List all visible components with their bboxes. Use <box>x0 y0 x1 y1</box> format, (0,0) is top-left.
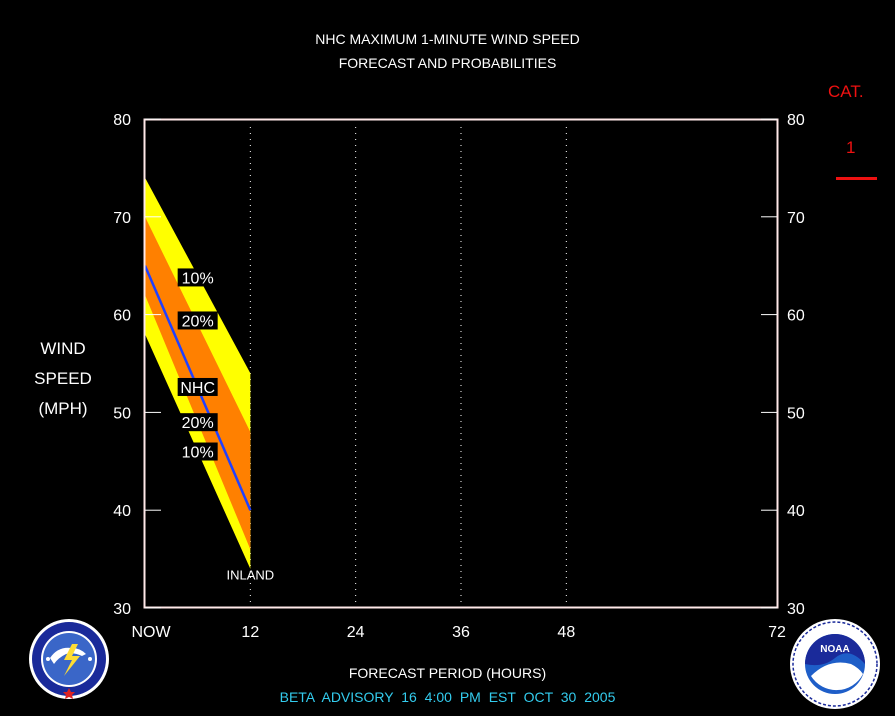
noaa-logo-text: NOAA <box>820 644 849 655</box>
y-tick-label-left-30: 30 <box>113 601 131 618</box>
x-tick-label-12: 12 <box>241 624 259 641</box>
band-label-2: NHC <box>180 380 215 397</box>
gridlines-group <box>249 127 567 608</box>
x-tick-label-48: 48 <box>557 624 575 641</box>
chart-title-line2: FORECAST AND PROBABILITIES <box>338 55 557 71</box>
y-tick-label-right-80: 80 <box>787 112 805 129</box>
category-title: CAT. <box>828 82 864 101</box>
noaa-logo: NOAA <box>790 619 880 709</box>
y-tick-label-left-40: 40 <box>113 503 131 520</box>
band-label-box-3 <box>177 413 218 432</box>
plot-frame <box>143 118 779 609</box>
band-label-box-1 <box>177 311 218 330</box>
y-axis-label-units: (MPH) <box>38 399 88 418</box>
y-tick-label-left-80: 80 <box>113 112 131 129</box>
advisory-text: BETA ADVISORY 16 4:00 PM EST OCT 30 2005 <box>279 689 616 705</box>
y-tick-label-left-50: 50 <box>113 405 131 422</box>
band-label-0: 10% <box>182 270 214 287</box>
y-tick-label-left-70: 70 <box>113 210 131 227</box>
band-label-box-0 <box>177 268 218 287</box>
y-axis-label-wind: WIND <box>40 339 86 358</box>
y-tick-label-right-70: 70 <box>787 210 805 227</box>
band-label-box-4 <box>177 442 218 461</box>
category-value: 1 <box>846 138 856 157</box>
band-label-box-2 <box>177 377 218 396</box>
y-tick-label-right-30: 30 <box>787 601 805 618</box>
axis-ticks-group: 30 30 40 40 50 50 60 60 70 70 80 80 NOW 12 24 36 48 72 <box>113 112 805 641</box>
x-tick-label-24: 24 <box>347 624 365 641</box>
y-tick-label-left-60: 60 <box>113 308 131 325</box>
x-axis-label: FORECAST PERIOD (HOURS) <box>348 665 547 681</box>
annotation-inland: INLAND <box>226 568 274 583</box>
y-tick-label-right-60: 60 <box>787 308 805 325</box>
band-label-1: 20% <box>182 313 214 330</box>
y-axis-label-speed: SPEED <box>34 369 92 388</box>
x-tick-label-36: 36 <box>452 624 470 641</box>
band-labels-group: 10% 20% NHC 20% 10% INLAND <box>177 268 274 583</box>
y-tick-label-right-50: 50 <box>787 405 805 422</box>
y-tick-label-right-40: 40 <box>787 503 805 520</box>
x-tick-label-0: NOW <box>131 624 171 641</box>
band-label-3: 20% <box>182 415 214 432</box>
x-tick-label-72: 72 <box>768 624 786 641</box>
band-label-4: 10% <box>182 445 214 462</box>
category-indicator-bar <box>836 177 877 180</box>
chart-title-line1: NHC MAXIMUM 1-MINUTE WIND SPEED <box>315 31 580 47</box>
nws-logo <box>29 619 109 699</box>
